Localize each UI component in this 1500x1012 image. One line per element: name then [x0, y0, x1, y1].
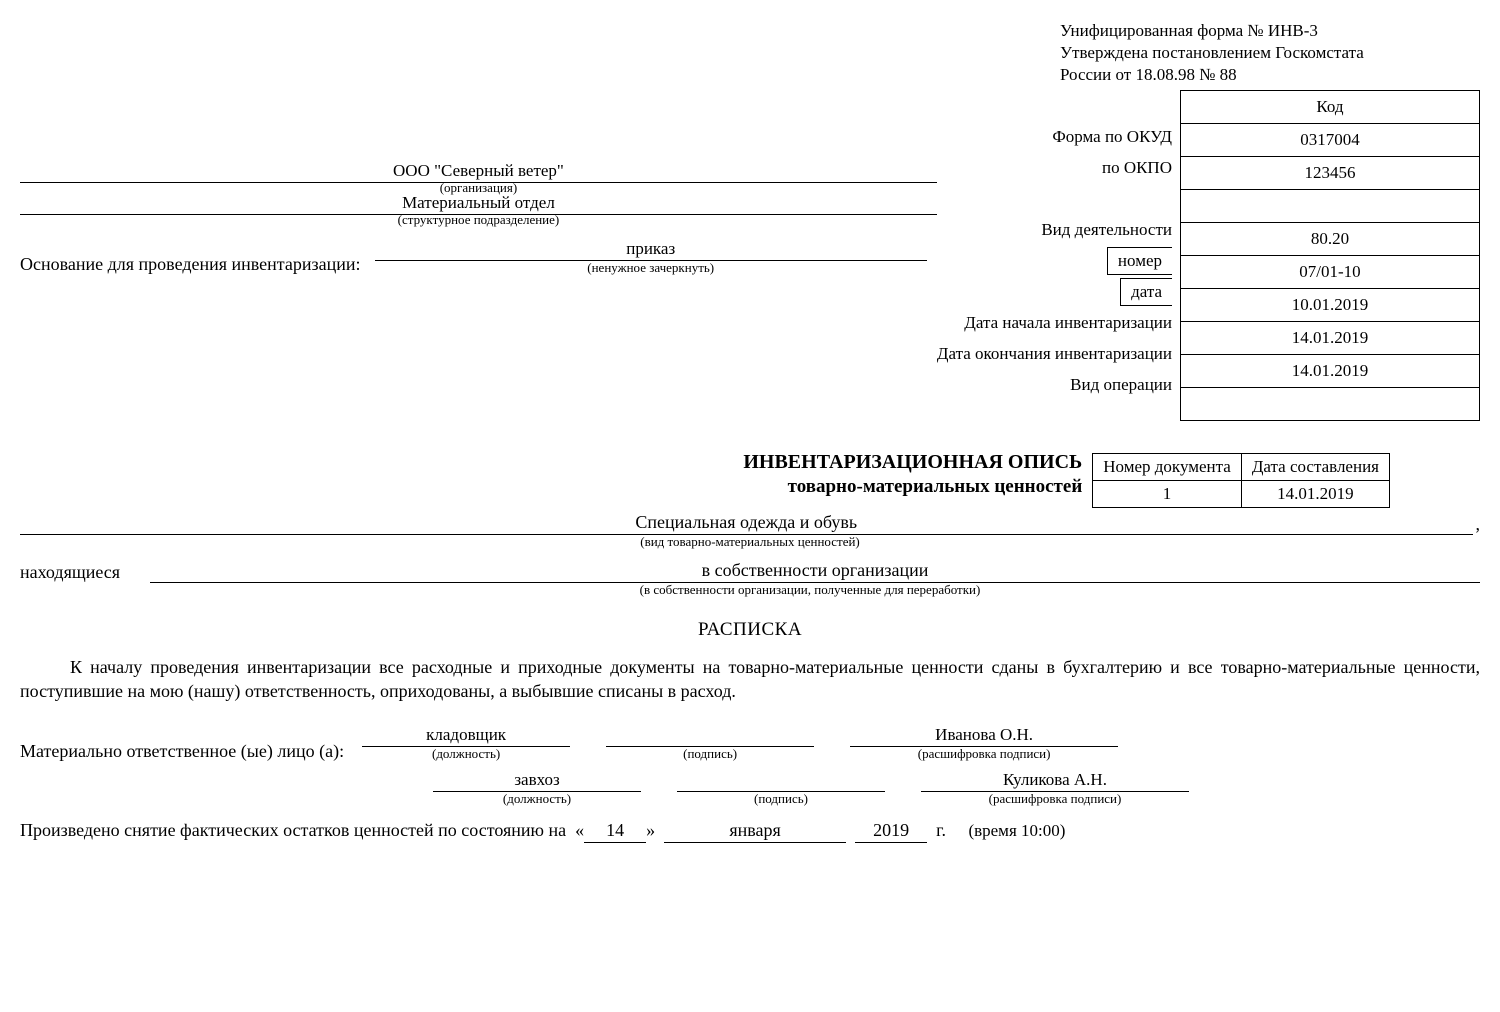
position2-cap: (должность)	[503, 792, 571, 806]
okpo-label: по ОКПО	[1102, 152, 1172, 183]
empty1-value	[1181, 190, 1480, 223]
form-header-line1: Унифицированная форма № ИНВ-3	[1060, 20, 1480, 42]
actual-prefix: Произведено снятие фактических остатков …	[20, 820, 566, 840]
form-header-block: Унифицированная форма № ИНВ-3 Утверждена…	[20, 20, 1480, 86]
code-header: Код	[1181, 91, 1480, 124]
enddate-label: Дата окончания инвентаризации	[937, 338, 1172, 369]
signature1-cap: (подпись)	[683, 747, 737, 761]
signature2	[677, 770, 885, 792]
signature1	[606, 725, 814, 747]
number-box-label: номер	[1107, 247, 1172, 275]
basis-value: приказ	[375, 239, 927, 261]
basis-label: Основание для проведения инвентаризации:	[20, 254, 375, 275]
code-table: Код 0317004 123456 80.20 07/01-10 10.01.…	[1180, 90, 1480, 421]
type-caption: (вид товарно-материальных ценностей)	[20, 535, 1480, 549]
actual-time: (время 10:00)	[968, 821, 1065, 840]
doc-title-main: ИНВЕНТАРИЗАЦИОННАЯ ОПИСЬ	[20, 451, 1082, 474]
activity-value: 80.20	[1181, 223, 1480, 256]
quote-close: »	[646, 820, 655, 840]
name1: Иванова О.Н.	[850, 725, 1118, 747]
type-comma: ,	[1473, 514, 1481, 535]
docdate-header: Дата составления	[1241, 454, 1389, 481]
form-header-line2: Утверждена постановлением Госкомстата	[1060, 42, 1480, 64]
date-value: 10.01.2019	[1181, 289, 1480, 322]
position1-cap: (должность)	[432, 747, 500, 761]
basis-caption: (ненужное зачеркнуть)	[375, 261, 927, 275]
okud-label: Форма по ОКУД	[1052, 121, 1172, 152]
located-label: находящиеся	[20, 562, 150, 583]
enddate-value: 14.01.2019	[1181, 355, 1480, 388]
responsible-label: Материально ответственное (ые) лицо (а):	[20, 741, 344, 762]
signature2-cap: (подпись)	[754, 792, 808, 806]
actual-day: 14	[584, 820, 646, 843]
docnum-value: 1	[1093, 481, 1242, 508]
quote-open: «	[575, 820, 584, 840]
actual-year: 2019	[855, 820, 927, 843]
docdate-value: 14.01.2019	[1241, 481, 1389, 508]
position2: завхоз	[433, 770, 641, 792]
position1: кладовщик	[362, 725, 570, 747]
division-caption: (структурное подразделение)	[20, 213, 937, 227]
type-value: Специальная одежда и обувь	[20, 512, 1473, 535]
number-value: 07/01-10	[1181, 256, 1480, 289]
activity-label: Вид деятельности	[1041, 214, 1172, 245]
name2-cap: (расшифровка подписи)	[989, 792, 1122, 806]
optype-value	[1181, 388, 1480, 421]
located-caption: (в собственности организации, полученные…	[20, 583, 1480, 597]
form-header-line3: России от 18.08.98 № 88	[1060, 64, 1480, 86]
okpo-value: 123456	[1181, 157, 1480, 190]
name1-cap: (расшифровка подписи)	[918, 747, 1051, 761]
receipt-title: РАСПИСКА	[20, 619, 1480, 641]
date-box-label: дата	[1120, 278, 1172, 306]
receipt-body: К началу проведения инвентаризации все р…	[20, 655, 1480, 704]
year-suffix: г.	[936, 820, 946, 840]
startdate-value: 14.01.2019	[1181, 322, 1480, 355]
docnum-header: Номер документа	[1093, 454, 1242, 481]
optype-label: Вид операции	[1070, 369, 1172, 400]
name2: Куликова А.Н.	[921, 770, 1189, 792]
doc-number-table: Номер документа Дата составления 1 14.01…	[1092, 453, 1390, 508]
located-value: в собственности организации	[150, 560, 1480, 583]
doc-title-sub: товарно-материальных ценностей	[20, 476, 1082, 498]
okud-value: 0317004	[1181, 124, 1480, 157]
actual-month: января	[664, 820, 846, 843]
startdate-label: Дата начала инвентаризации	[964, 307, 1172, 338]
